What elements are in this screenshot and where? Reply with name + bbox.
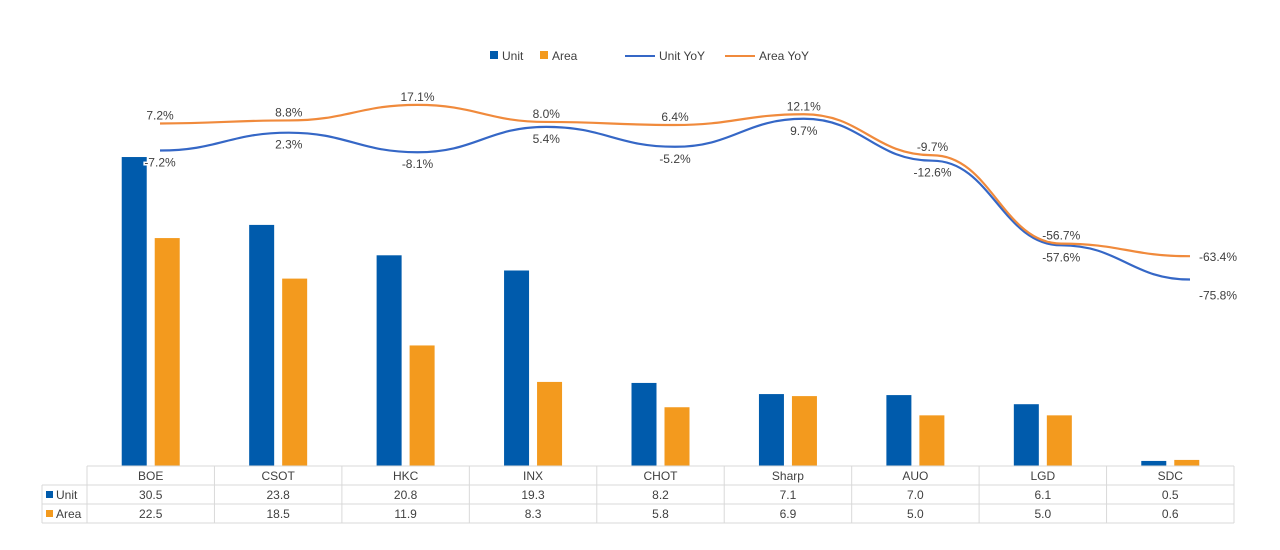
- bar-unit-sdc: [1141, 460, 1167, 466]
- bar-area-auo: [919, 415, 945, 466]
- bar-unit-boe: [121, 157, 147, 466]
- bar-area-hkc: [409, 345, 435, 466]
- table-header-cell: Sharp: [772, 469, 804, 483]
- yoy-label-unit-yoy: -75.8%: [1199, 289, 1237, 303]
- table-header-cell: INX: [523, 469, 543, 483]
- table-cell: 5.8: [652, 507, 669, 521]
- table-header-cell: HKC: [393, 469, 419, 483]
- yoy-label-unit-yoy: -12.6%: [913, 166, 951, 180]
- line-area-yoy: [159, 103, 1191, 258]
- table-cell: 7.0: [907, 488, 924, 502]
- table-cell: 6.9: [780, 507, 797, 521]
- table-cell: 5.0: [1034, 507, 1051, 521]
- bar-area-lgd: [1046, 415, 1072, 466]
- yoy-label-unit-yoy: -8.1%: [402, 157, 434, 171]
- table-row-label: Area: [56, 507, 82, 521]
- table-cell: 8.3: [525, 507, 542, 521]
- legend-label: Area: [552, 49, 578, 63]
- yoy-label-area-yoy: 17.1%: [400, 90, 434, 104]
- yoy-label-unit-yoy: 5.4%: [533, 132, 561, 146]
- bar-unit-hkc: [376, 255, 402, 466]
- yoy-label-unit-yoy: -57.6%: [1042, 250, 1080, 264]
- table-row-label: Unit: [56, 488, 78, 502]
- legend-label: Unit YoY: [659, 49, 705, 63]
- table-header-cell: SDC: [1158, 469, 1184, 483]
- bar-area-inx: [537, 381, 563, 466]
- legend-label: Area YoY: [759, 49, 809, 63]
- table-cell: 0.6: [1162, 507, 1179, 521]
- yoy-label-unit-yoy: 9.7%: [790, 124, 818, 138]
- bar-unit-chot: [631, 382, 657, 466]
- yoy-label-area-yoy: 7.2%: [146, 108, 174, 122]
- yoy-label-area-yoy: 12.1%: [787, 99, 821, 113]
- bar-unit-csot: [249, 224, 275, 466]
- bar-unit-lgd: [1013, 404, 1039, 466]
- bar-area-csot: [282, 278, 308, 466]
- table-header-cell: LGD: [1030, 469, 1055, 483]
- table-cell: 6.1: [1034, 488, 1051, 502]
- yoy-label-area-yoy: -9.7%: [917, 140, 949, 154]
- bar-area-sdc: [1174, 459, 1200, 466]
- yoy-label-unit-yoy: -5.2%: [659, 152, 691, 166]
- yoy-label-area-yoy: 8.8%: [275, 105, 303, 119]
- table-cell: 5.0: [907, 507, 924, 521]
- bar-area-chot: [664, 407, 690, 466]
- table-cell: 20.8: [394, 488, 418, 502]
- legend-label: Unit: [502, 49, 524, 63]
- table-cell: 22.5: [139, 507, 163, 521]
- table-header-cell: CSOT: [261, 469, 295, 483]
- line-unit-yoy: [159, 117, 1191, 281]
- bar-unit-auo: [886, 395, 912, 466]
- table-cell: 8.2: [652, 488, 669, 502]
- bar-area-sharp: [791, 396, 817, 466]
- bar-unit-inx: [504, 270, 530, 466]
- table-cell: 23.8: [266, 488, 290, 502]
- table-header-cell: CHOT: [644, 469, 679, 483]
- table-cell: 18.5: [266, 507, 290, 521]
- table-cell: 19.3: [521, 488, 545, 502]
- yoy-label-area-yoy: 8.0%: [533, 107, 561, 121]
- legend-swatch-area: [540, 51, 548, 59]
- table-cell: 30.5: [139, 488, 163, 502]
- table-header-cell: AUO: [902, 469, 928, 483]
- bar-unit-sharp: [758, 394, 784, 466]
- yoy-label-area-yoy: 6.4%: [661, 110, 689, 124]
- yoy-label-unit-yoy: 2.3%: [275, 138, 303, 152]
- yoy-label-area-yoy: -56.7%: [1042, 229, 1080, 243]
- table-header-cell: BOE: [138, 469, 163, 483]
- yoy-label-area-yoy: -63.4%: [1199, 250, 1237, 264]
- legend-swatch-unit: [490, 51, 498, 59]
- table-cell: 0.5: [1162, 488, 1179, 502]
- table-legend-key: [46, 491, 53, 498]
- bar-area-boe: [154, 238, 180, 466]
- table-legend-key: [46, 510, 53, 517]
- table-cell: 11.9: [394, 507, 417, 521]
- yoy-label-unit-yoy: -7.2%: [144, 156, 176, 170]
- table-cell: 7.1: [780, 488, 797, 502]
